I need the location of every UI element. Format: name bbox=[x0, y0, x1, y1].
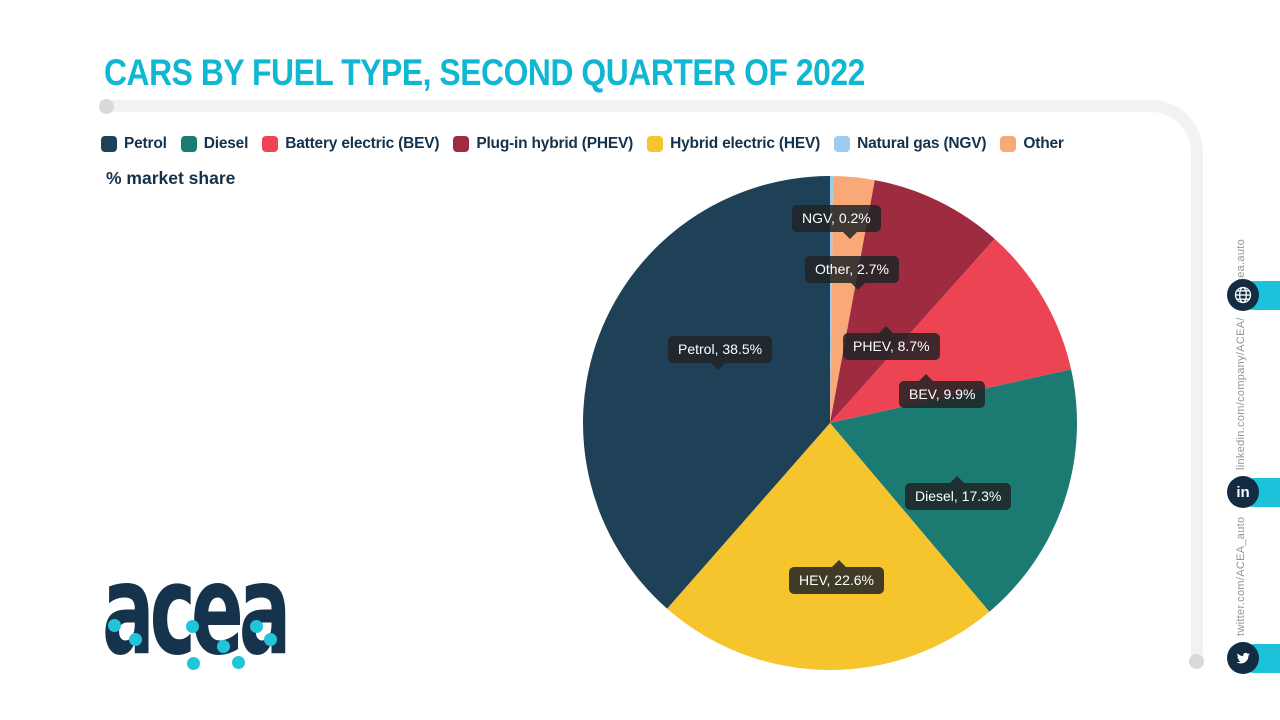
legend-item-plug-in-hybrid-phev-: Plug-in hybrid (PHEV) bbox=[453, 135, 633, 153]
logo-dot bbox=[217, 640, 230, 653]
legend-item-hybrid-electric-hev-: Hybrid electric (HEV) bbox=[647, 135, 820, 153]
label-ngv: NGV, 0.2% bbox=[792, 205, 881, 239]
pie-slice-other[interactable] bbox=[830, 176, 875, 423]
label-hev: HEV, 22.6% bbox=[789, 560, 884, 594]
legend-label: Natural gas (NGV) bbox=[857, 135, 987, 152]
logo-dot bbox=[186, 620, 199, 633]
label-phev: PHEV, 8.7% bbox=[843, 326, 940, 360]
frame-dot-start bbox=[99, 99, 114, 114]
decorative-frame bbox=[100, 100, 1203, 665]
units-label: % market share bbox=[106, 168, 236, 188]
legend-swatch bbox=[180, 136, 197, 152]
pie-slice-hev[interactable] bbox=[667, 423, 990, 670]
legend-swatch bbox=[1000, 136, 1017, 152]
legend-swatch bbox=[647, 136, 664, 152]
legend-label: Petrol bbox=[124, 135, 167, 152]
legend-swatch bbox=[262, 136, 279, 152]
logo-dot bbox=[232, 656, 245, 669]
logo-dot bbox=[187, 657, 200, 670]
linkedin-icon[interactable]: in bbox=[1227, 476, 1259, 508]
label-diesel: Diesel, 17.3% bbox=[905, 476, 1012, 510]
pie-slice-petrol[interactable] bbox=[583, 176, 830, 609]
twitter-icon[interactable] bbox=[1227, 642, 1259, 674]
logo-dot bbox=[108, 619, 121, 632]
logo-dot bbox=[264, 633, 277, 646]
legend-item-petrol: Petrol bbox=[101, 135, 167, 153]
acea-logo: acea bbox=[102, 549, 302, 680]
legend-swatch bbox=[453, 136, 470, 152]
legend-label: Plug-in hybrid (PHEV) bbox=[476, 135, 634, 152]
legend-item-other: Other bbox=[1000, 135, 1064, 153]
frame-dot-end bbox=[1189, 654, 1204, 669]
legend-label: Diesel bbox=[203, 135, 249, 152]
legend-swatch bbox=[834, 136, 851, 152]
legend-label: Hybrid electric (HEV) bbox=[670, 135, 821, 152]
twitter-url: twitter.com/ACEA_auto bbox=[1235, 516, 1247, 636]
legend-item-battery-electric-bev-: Battery electric (BEV) bbox=[262, 135, 440, 153]
chart-legend: Petrol Diesel Battery electric (BEV) Plug-i… bbox=[101, 135, 1064, 153]
logo-dot bbox=[250, 620, 263, 633]
legend-label: Other bbox=[1023, 135, 1064, 152]
globe-icon[interactable] bbox=[1227, 279, 1259, 311]
pie-slice-phev[interactable] bbox=[830, 180, 995, 423]
pie-slice-ngv[interactable] bbox=[830, 176, 834, 423]
linkedin-url: linkedin.com/company/ACEA/ bbox=[1235, 317, 1247, 470]
legend-swatch bbox=[101, 136, 117, 152]
legend-item-natural-gas-ngv-: Natural gas (NGV) bbox=[834, 135, 987, 153]
pie-chart bbox=[583, 176, 1077, 670]
acea-logo-text: acea bbox=[102, 539, 291, 684]
label-petrol: Petrol, 38.5% bbox=[668, 336, 773, 370]
pie-slice-bev[interactable] bbox=[830, 238, 1072, 423]
logo-dot bbox=[129, 633, 142, 646]
legend-item-diesel: Diesel bbox=[180, 135, 249, 153]
legend-label: Battery electric (BEV) bbox=[285, 135, 440, 152]
page-title: CARS BY FUEL TYPE, SECOND QUARTER OF 202… bbox=[104, 52, 865, 93]
label-bev: BEV, 9.9% bbox=[899, 374, 986, 408]
label-other: Other, 2.7% bbox=[805, 256, 899, 290]
